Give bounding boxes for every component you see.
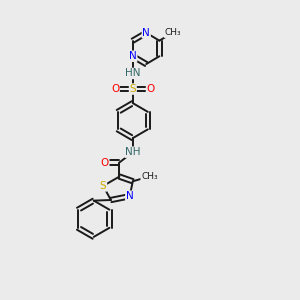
Text: O: O <box>146 84 155 94</box>
Text: N: N <box>129 51 137 61</box>
Text: O: O <box>111 84 119 94</box>
Text: S: S <box>130 84 136 94</box>
Text: S: S <box>100 181 106 191</box>
Text: CH₃: CH₃ <box>141 172 158 181</box>
Text: O: O <box>100 158 109 167</box>
Text: N: N <box>126 191 134 201</box>
Text: N: N <box>142 28 150 38</box>
Text: HN: HN <box>125 68 141 78</box>
Text: NH: NH <box>125 147 141 157</box>
Text: CH₃: CH₃ <box>164 28 181 37</box>
